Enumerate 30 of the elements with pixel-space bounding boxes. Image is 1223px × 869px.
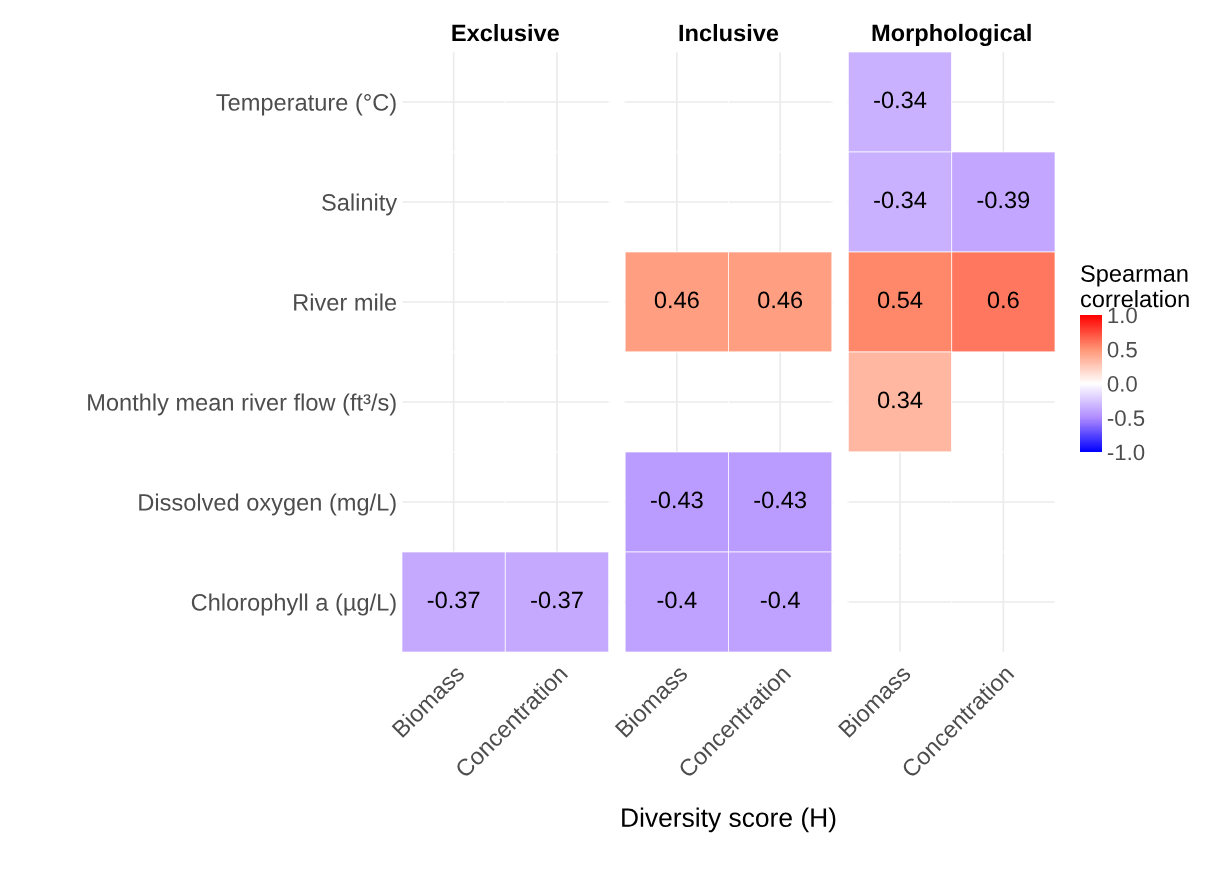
data-label: 0.54: [877, 291, 923, 309]
color-bar-label: -0.5: [1107, 410, 1145, 427]
data-label: 0.46: [654, 291, 699, 309]
y-tick-label: Monthly mean river flow (ft³/s): [88, 393, 396, 416]
y-tick-label: Temperature (°C): [216, 93, 396, 116]
data-label: -0.43: [754, 491, 807, 509]
data-label: -0.4: [657, 591, 697, 609]
color-bar-label: 1.0: [1108, 307, 1137, 324]
data-label: -0.39: [977, 191, 1030, 209]
text: Morphological: [872, 23, 1031, 46]
color-bar-label: 0.0: [1107, 376, 1137, 392]
data-label: -0.34: [874, 91, 927, 109]
data-label: -0.43: [650, 491, 703, 509]
color-bar-label: -1.0: [1107, 444, 1145, 461]
color-bar-title: Spearman correlation: [1081, 265, 1189, 308]
y-tick-label: Dissolved oxygen (mg/L): [139, 493, 396, 516]
data-label: -0.34: [874, 191, 927, 209]
data-label: -0.37: [427, 591, 480, 609]
text: Inclusive: [679, 23, 779, 42]
x-axis-title: Diversity score (H): [622, 807, 836, 833]
data-label: 0.6: [987, 291, 1019, 309]
data-label: -0.4: [760, 591, 800, 609]
data-label: -0.37: [531, 591, 583, 609]
color-bar-label: 0.5: [1107, 341, 1137, 358]
y-tick-label: Chlorophyll a (µg/L): [191, 593, 396, 616]
y-tick-label: Salinity: [322, 193, 398, 216]
data-label: 0.34: [877, 391, 923, 409]
data-label: 0.46: [758, 291, 803, 309]
text: Exclusive: [452, 23, 559, 42]
y-tick-label: River mile: [294, 293, 397, 311]
